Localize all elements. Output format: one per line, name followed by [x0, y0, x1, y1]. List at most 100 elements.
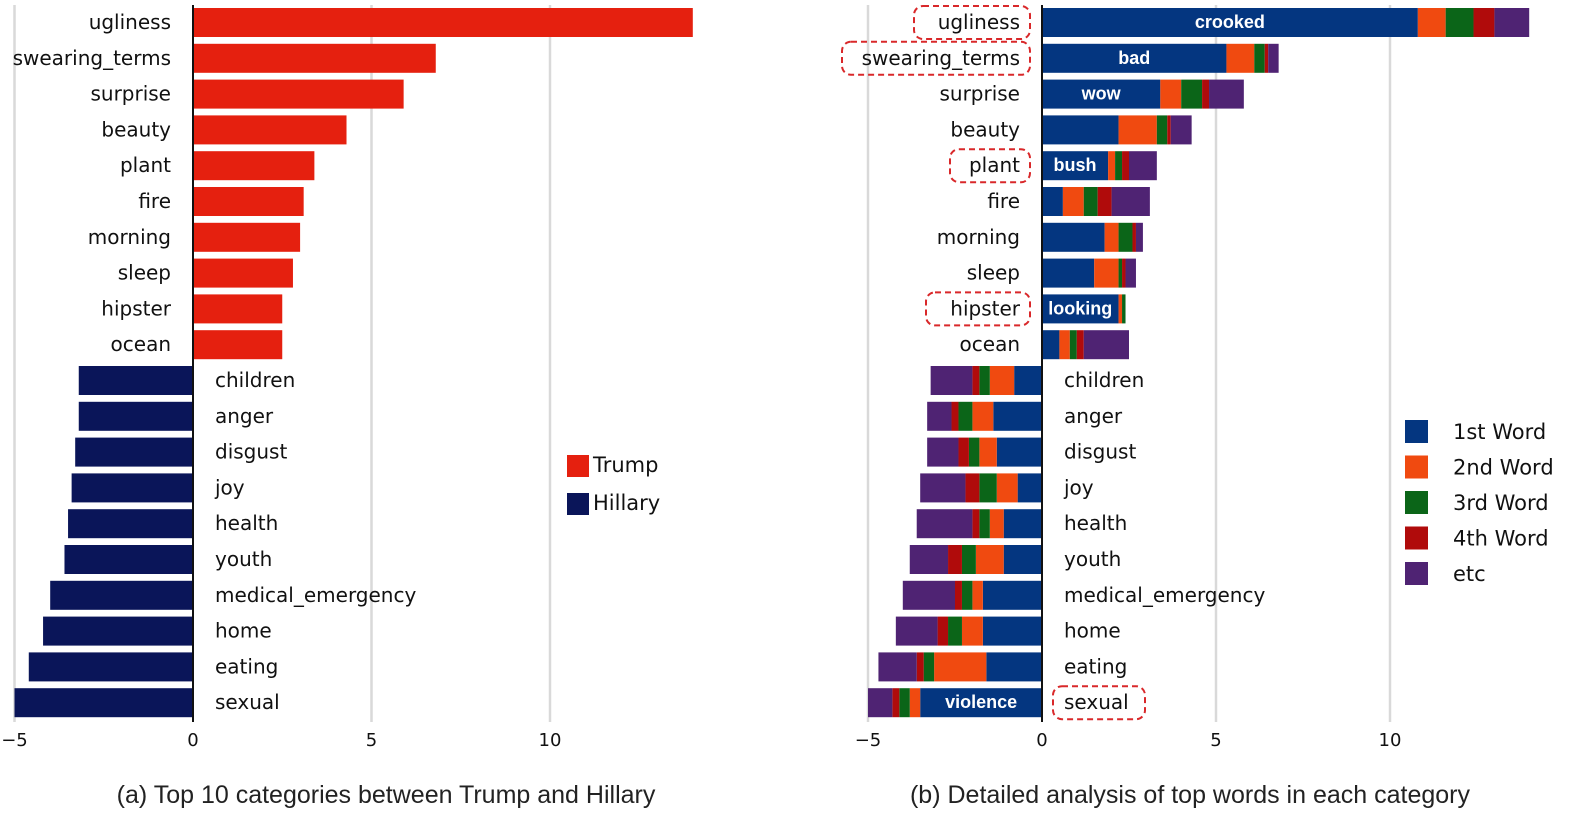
bar — [193, 258, 293, 288]
stacked-segment — [909, 688, 921, 718]
stacked-segment — [909, 545, 949, 574]
stacked-segment — [1209, 79, 1244, 109]
stacked-segment — [1104, 222, 1119, 252]
stacked-segment — [1042, 258, 1095, 288]
stacked-segment — [979, 437, 997, 467]
stacked-segment — [1076, 330, 1084, 360]
highlight-box — [1052, 685, 1146, 721]
category-label: eating — [215, 654, 278, 678]
category-label: health — [215, 511, 278, 535]
tick-label: 10 — [539, 730, 562, 751]
stacked-segment — [1264, 43, 1269, 73]
category-label: anger — [215, 404, 274, 428]
category-label: hipster — [101, 296, 171, 320]
stacked-segment — [1083, 187, 1098, 216]
stacked-segment — [961, 580, 973, 610]
stacked-segment — [993, 401, 1042, 431]
legend-label: etc — [1453, 562, 1486, 586]
stacked-segment — [1118, 294, 1123, 324]
stacked-segment — [968, 437, 980, 467]
stacked-segment — [1494, 8, 1530, 37]
stacked-segment — [982, 580, 1042, 610]
word-label: wow — [1081, 84, 1122, 104]
stacked-segment — [1226, 43, 1255, 73]
stacked-segment — [1069, 330, 1077, 360]
stacked-segment — [1108, 151, 1116, 181]
legend-swatch — [567, 455, 589, 477]
bar — [193, 330, 283, 360]
stacked-segment — [892, 688, 900, 718]
category-label: plant — [120, 153, 171, 177]
legend-label: 3rd Word — [1453, 491, 1549, 515]
stacked-segment — [972, 580, 983, 610]
stacked-segment — [1118, 115, 1157, 145]
stacked-segment — [996, 437, 1042, 467]
stacked-segment — [982, 616, 1042, 646]
stacked-segment — [902, 580, 955, 610]
stacked-segment — [965, 473, 980, 503]
stacked-segment — [1132, 222, 1136, 252]
stacked-segment — [920, 688, 1042, 718]
bar — [193, 79, 404, 109]
stacked-segment — [958, 401, 973, 431]
tick-label: 5 — [366, 730, 377, 751]
bar — [193, 187, 304, 216]
stacked-segment — [1042, 115, 1119, 145]
word-label: crooked — [1195, 12, 1265, 32]
category-label: ocean — [960, 332, 1020, 356]
stacked-segment — [923, 652, 935, 682]
stacked-segment — [1042, 330, 1060, 360]
stacked-segment — [972, 401, 994, 431]
bar — [193, 115, 347, 145]
stacked-segment — [979, 473, 997, 503]
category-label: ugliness — [938, 10, 1020, 34]
chart-b: ugliness crooked swearing_terms bad surprise… — [841, 5, 1554, 751]
stacked-segment — [989, 509, 1004, 539]
category-label: swearing_terms — [862, 46, 1020, 70]
category-label: youth — [1064, 547, 1121, 571]
legend-swatch — [1405, 491, 1428, 514]
stacked-segment — [1417, 8, 1446, 37]
stacked-segment — [1042, 151, 1109, 181]
category-label: beauty — [101, 117, 171, 141]
category-label: joy — [214, 475, 245, 499]
category-label: youth — [215, 547, 272, 571]
category-label: surprise — [939, 82, 1020, 106]
stacked-segment — [927, 401, 952, 431]
bar — [75, 437, 193, 467]
legend-swatch — [1405, 562, 1428, 585]
category-label: morning — [937, 225, 1020, 249]
stacked-segment — [1122, 258, 1126, 288]
bar — [78, 366, 193, 395]
stacked-segment — [1473, 8, 1495, 37]
legend-label: 1st Word — [1453, 420, 1546, 444]
category-label: fire — [138, 189, 171, 213]
category-label: sexual — [215, 690, 280, 714]
highlight-box — [949, 148, 1031, 184]
stacked-segment — [1254, 43, 1265, 73]
stacked-segment — [1268, 43, 1279, 73]
stacked-segment — [1042, 43, 1227, 73]
stacked-segment — [1094, 258, 1119, 288]
stacked-segment — [868, 688, 893, 718]
stacked-segment — [979, 366, 990, 395]
category-label: children — [215, 368, 295, 392]
category-label: children — [1064, 368, 1144, 392]
highlight-box — [841, 40, 1031, 76]
category-label: health — [1064, 511, 1127, 535]
stacked-segment — [961, 616, 983, 646]
stacked-segment — [979, 509, 990, 539]
stacked-segment — [948, 616, 962, 646]
category-label: medical_emergency — [215, 583, 416, 607]
word-label: bad — [1118, 48, 1150, 68]
bar — [50, 580, 194, 610]
stacked-segment — [1135, 222, 1143, 252]
stacked-segment — [916, 652, 924, 682]
category-label: morning — [88, 225, 171, 249]
category-label: home — [1064, 619, 1121, 643]
stacked-segment — [951, 401, 959, 431]
bar — [68, 509, 193, 539]
stacked-segment — [1042, 294, 1119, 324]
stacked-segment — [1202, 79, 1210, 109]
stacked-segment — [955, 580, 962, 610]
